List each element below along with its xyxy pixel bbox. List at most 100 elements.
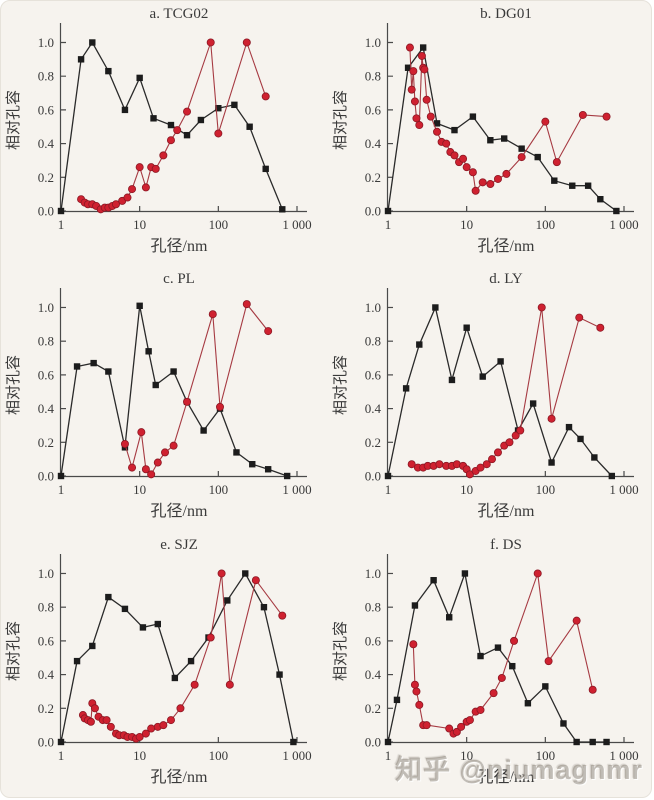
data-point-square <box>105 593 112 600</box>
data-point-circle <box>214 129 223 138</box>
data-point-square <box>276 671 283 678</box>
data-point-square <box>597 196 604 203</box>
x-axis-label: 孔径/nm <box>151 768 208 786</box>
data-point-square <box>279 206 286 213</box>
data-point-circle <box>572 616 581 625</box>
x-axis-label: 孔径/nm <box>151 502 208 520</box>
data-point-square <box>187 657 195 664</box>
svg-text:0.0: 0.0 <box>38 204 54 219</box>
data-point-circle <box>450 151 459 160</box>
data-point-square <box>90 360 97 367</box>
data-point-circle <box>161 448 170 457</box>
data-point-square <box>384 473 392 480</box>
data-point-circle <box>422 720 431 729</box>
data-point-circle <box>261 92 270 101</box>
chart-svg-tcg02: 0.0 0.2 0.4 0.6 0.8 1.0 1 10 100 1 000 a. TCG02 孔径/… <box>5 6 312 255</box>
data-point-circle <box>147 470 156 479</box>
data-point-circle <box>415 700 424 709</box>
svg-text:1.0: 1.0 <box>38 300 54 315</box>
data-point-circle <box>516 426 525 435</box>
chart-panel-dg01: 0.0 0.2 0.4 0.6 0.8 1.0 1 10 100 1 000 b. DG01 孔径/n… <box>328 1 651 266</box>
data-point-circle <box>153 458 162 467</box>
data-point-circle <box>445 724 454 733</box>
data-point-square <box>419 44 427 51</box>
data-point-circle <box>159 720 168 729</box>
data-point-circle <box>251 575 260 584</box>
data-point-circle <box>173 126 182 135</box>
data-point-square <box>197 116 205 124</box>
data-point-circle <box>452 727 461 736</box>
svg-text:10: 10 <box>460 217 473 232</box>
svg-text:0.0: 0.0 <box>38 734 54 749</box>
tick-labels: 0.0 0.2 0.4 0.6 0.8 1.0 1 10 100 1 000 <box>38 300 312 497</box>
tick-labels: 0.0 0.2 0.4 0.6 0.8 1.0 1 10 100 1 000 <box>365 566 639 763</box>
svg-text:0.6: 0.6 <box>365 102 382 117</box>
svg-text:1: 1 <box>385 482 392 497</box>
axes <box>59 553 307 743</box>
series-red-circles <box>120 300 273 479</box>
svg-text:1: 1 <box>385 217 392 232</box>
series-black-squares <box>57 39 286 215</box>
data-point-circle <box>533 569 542 578</box>
data-point-circle <box>216 403 225 412</box>
y-axis-label: 相对孔容 <box>5 621 22 681</box>
data-point-square <box>121 106 129 114</box>
data-point-circle <box>433 127 442 136</box>
data-point-circle <box>405 43 414 52</box>
data-point-circle <box>242 300 251 309</box>
data-point-square <box>603 738 610 745</box>
svg-text:0.6: 0.6 <box>365 368 382 383</box>
data-point-circle <box>410 680 419 689</box>
data-point-square <box>152 382 159 389</box>
data-point-square <box>139 623 147 631</box>
data-point-square <box>242 569 249 577</box>
svg-text:1 000: 1 000 <box>282 748 311 763</box>
y-axis-label: 相对孔容 <box>332 355 349 415</box>
svg-text:10: 10 <box>133 482 146 497</box>
data-point-square <box>534 153 541 161</box>
chart-title: b. DG01 <box>480 6 532 22</box>
data-point-square <box>154 620 161 627</box>
data-point-circle <box>489 688 498 697</box>
data-point-circle <box>141 729 150 738</box>
data-point-square <box>73 657 81 664</box>
data-point-square <box>501 135 508 142</box>
svg-text:0.8: 0.8 <box>365 599 381 614</box>
data-point-circle <box>111 200 120 209</box>
svg-text:0.6: 0.6 <box>365 633 382 648</box>
data-point-circle <box>493 174 502 183</box>
svg-text:0.8: 0.8 <box>365 69 381 84</box>
svg-text:0.8: 0.8 <box>365 334 381 349</box>
data-point-square <box>494 644 502 651</box>
data-point-square <box>432 304 439 312</box>
series-black-squares <box>57 302 291 480</box>
svg-text:0.2: 0.2 <box>38 435 54 450</box>
data-point-square <box>73 363 81 370</box>
svg-text:1 000: 1 000 <box>282 482 311 497</box>
data-point-square <box>411 601 419 609</box>
data-point-circle <box>537 303 546 312</box>
data-point-circle <box>602 112 611 121</box>
data-point-square <box>171 674 179 681</box>
series-red-circles <box>78 569 287 743</box>
chart-title: c. PL <box>163 271 195 287</box>
data-point-circle <box>541 117 550 126</box>
data-point-square <box>57 473 65 480</box>
data-point-circle <box>457 722 466 731</box>
series-red-circles <box>77 38 270 214</box>
svg-text:0.2: 0.2 <box>365 435 381 450</box>
data-point-circle <box>206 38 215 47</box>
data-point-square <box>529 400 537 408</box>
data-point-circle <box>183 398 192 407</box>
svg-text:1 000: 1 000 <box>609 217 638 232</box>
data-point-circle <box>497 673 506 682</box>
data-point-circle <box>208 310 217 319</box>
y-axis-label: 相对孔容 <box>332 621 349 681</box>
svg-text:1.0: 1.0 <box>365 35 381 50</box>
data-point-square <box>433 120 441 127</box>
data-point-circle <box>128 185 137 194</box>
data-point-circle <box>264 327 273 336</box>
data-point-circle <box>476 705 485 714</box>
data-point-circle <box>482 460 491 469</box>
data-point-square <box>560 719 567 727</box>
